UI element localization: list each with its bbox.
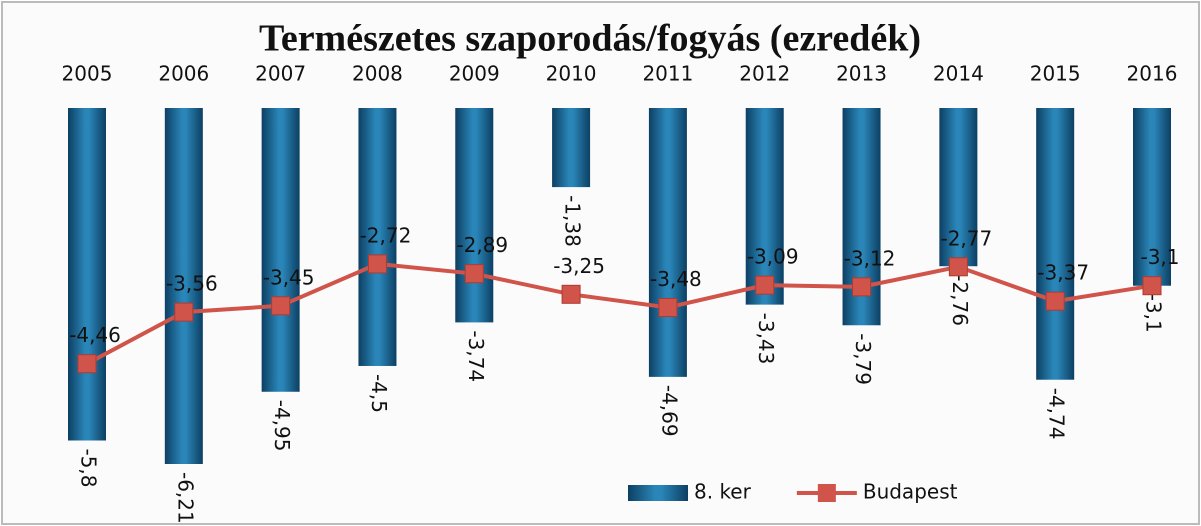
bar-value-label: -4,69 xyxy=(657,385,681,437)
bar-value-label: -3,74 xyxy=(464,330,488,382)
bar xyxy=(164,108,203,464)
x-tick-label: 2016 xyxy=(1127,62,1178,86)
line-marker xyxy=(464,264,484,284)
bar-value-label: -3,1 xyxy=(1142,294,1166,333)
x-tick-label: 2015 xyxy=(1030,62,1081,86)
x-tick-label: 2012 xyxy=(739,62,790,86)
bar xyxy=(552,108,591,188)
bar-value-label: -3,43 xyxy=(754,313,778,365)
line-marker xyxy=(852,277,872,297)
line-value-label: -2,77 xyxy=(940,226,992,250)
legend-swatch xyxy=(628,485,688,501)
line-value-label: -3,56 xyxy=(166,272,218,296)
legend-label: 8. ker xyxy=(694,480,752,504)
bar-value-label: -6,21 xyxy=(173,472,197,524)
line-value-label: -4,46 xyxy=(69,323,121,347)
bar xyxy=(358,108,397,366)
bar-value-label: -4,95 xyxy=(270,400,294,452)
line-marker xyxy=(367,254,387,274)
line-value-label: -3,37 xyxy=(1037,261,1089,285)
bar xyxy=(648,108,687,377)
x-tick-label: 2007 xyxy=(255,62,306,86)
x-tick-label: 2005 xyxy=(62,62,113,86)
legend-swatch-marker xyxy=(817,484,836,502)
line-value-label: -3,12 xyxy=(844,246,896,270)
bar-value-label: -1,38 xyxy=(561,195,585,247)
line-value-label: -2,72 xyxy=(360,223,412,247)
chart-title: Természetes szaporodás/fogyás (ezredék) xyxy=(259,18,921,60)
x-tick-label: 2014 xyxy=(933,62,984,86)
line-value-label: -3,09 xyxy=(747,245,799,269)
bar xyxy=(1036,108,1075,380)
line-marker xyxy=(658,297,678,317)
bar-value-label: -2,76 xyxy=(948,274,972,326)
x-tick-label: 2011 xyxy=(642,62,693,86)
bar-value-label: -4,5 xyxy=(367,374,391,413)
x-tick-label: 2013 xyxy=(836,62,887,86)
line-value-label: -3,1 xyxy=(1140,245,1179,269)
bar xyxy=(939,108,978,267)
line-value-label: -2,89 xyxy=(456,233,508,257)
bar xyxy=(455,108,494,323)
bar-value-label: -4,74 xyxy=(1045,388,1069,440)
bar-value-label: -5,8 xyxy=(77,448,101,487)
line-marker xyxy=(561,284,581,304)
line-marker xyxy=(948,257,968,277)
line-value-label: -3,48 xyxy=(650,267,702,291)
bar xyxy=(261,108,300,392)
bar-value-label: -3,79 xyxy=(851,333,875,385)
line-marker xyxy=(755,275,775,295)
bar xyxy=(745,108,784,305)
x-tick-label: 2006 xyxy=(158,62,209,86)
line-marker xyxy=(1045,291,1065,311)
x-tick-label: 2009 xyxy=(449,62,500,86)
x-tick-label: 2008 xyxy=(352,62,403,86)
x-tick-label: 2010 xyxy=(546,62,597,86)
line-marker xyxy=(77,354,97,374)
legend-label: Budapest xyxy=(863,480,958,504)
line-marker xyxy=(271,296,291,316)
line xyxy=(86,261,1153,366)
line-value-label: -3,45 xyxy=(263,265,315,289)
bar xyxy=(1133,108,1171,286)
line-marker xyxy=(174,302,194,322)
bar xyxy=(68,108,106,441)
line-marker xyxy=(1142,276,1162,296)
line-value-label: -3,25 xyxy=(553,254,605,278)
